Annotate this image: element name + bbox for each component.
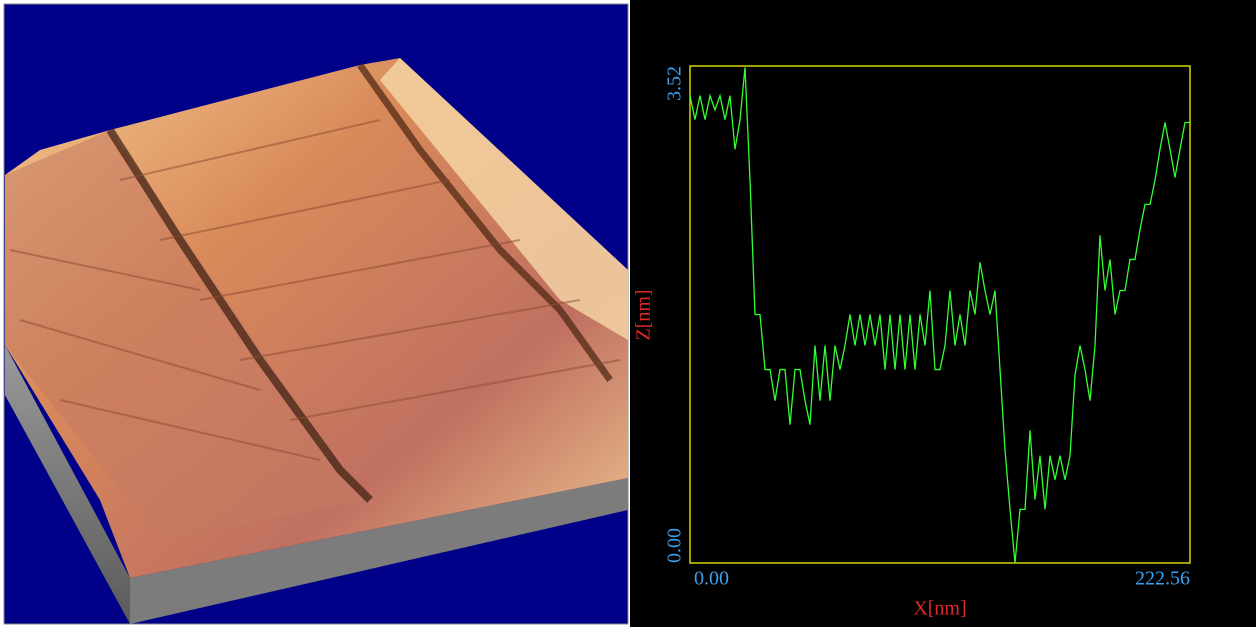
screen: X[nm] Z[nm] 0.00 222.56 0.00 3.52 [0,0,1256,627]
x-tick-label: 222.56 [1135,568,1190,590]
y-tick-label: 0.00 [664,528,686,563]
x-axis-label: X[nm] [913,598,966,620]
x-tick-label: 0.00 [694,568,729,590]
surface-view [4,4,628,624]
y-axis-label: Z[nm] [633,289,655,340]
profile-background [630,0,1256,627]
y-tick-label: 3.52 [664,66,686,101]
